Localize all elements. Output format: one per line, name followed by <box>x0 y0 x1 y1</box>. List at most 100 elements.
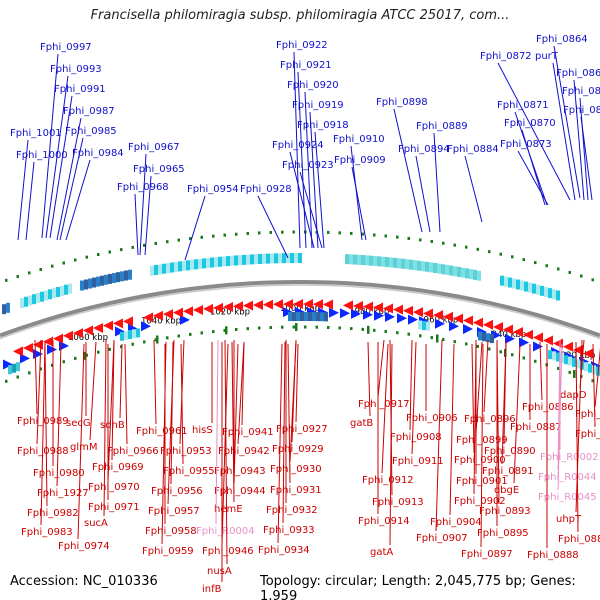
feature-block <box>486 333 490 343</box>
minor-tick <box>361 327 364 331</box>
minor-tick <box>568 270 571 274</box>
minor-tick <box>258 326 261 330</box>
feature-block <box>564 355 568 365</box>
minor-tick <box>62 261 65 265</box>
leader-line <box>575 341 579 533</box>
gene-label: secG <box>66 418 91 429</box>
gene-label: Fphi_0946 <box>202 546 254 557</box>
minor-tick <box>534 261 537 265</box>
reverse-gene-arrow <box>533 332 543 343</box>
leader-line <box>289 151 315 249</box>
reverse-gene-arrow <box>83 325 93 336</box>
leader-line <box>184 195 206 261</box>
reverse-gene-arrow <box>583 348 593 359</box>
minor-tick <box>476 247 479 251</box>
forward-gene-arrow <box>3 359 13 370</box>
gene-label: Fphi_0956 <box>151 486 203 497</box>
reverse-gene-arrow <box>73 328 83 339</box>
gene-label: hemE <box>214 504 243 515</box>
gene-label: Fphi_0860 <box>562 86 600 97</box>
gene-label: Fphi_0957 <box>148 506 200 517</box>
leader-line <box>557 341 561 471</box>
leader-line <box>295 343 299 423</box>
gene-label: Fphi_0942 <box>218 446 270 457</box>
feature-block <box>96 276 100 287</box>
minor-tick <box>292 325 295 329</box>
feature-block <box>290 253 294 264</box>
feature-block <box>120 331 124 341</box>
feature-block <box>282 253 286 264</box>
feature-block <box>100 275 104 286</box>
reverse-gene-arrow <box>183 306 193 317</box>
leader-line <box>287 343 291 484</box>
leader-line <box>77 343 85 540</box>
feature-block <box>222 256 226 267</box>
reverse-gene-arrow <box>373 302 383 313</box>
leader-line <box>282 341 286 524</box>
reverse-gene-arrow <box>573 345 583 356</box>
feature-block <box>182 260 186 271</box>
gene-label: Fphi_0980 <box>33 468 85 479</box>
feature-block <box>104 274 108 285</box>
gene-label: Fphi_0886 <box>522 402 574 413</box>
leader-line <box>49 95 73 239</box>
gene-label: Fphi_0897 <box>461 549 513 560</box>
feature-block <box>298 253 302 264</box>
minor-tick <box>338 326 341 330</box>
gene-label: Fphi_0907 <box>416 533 468 544</box>
minor-tick <box>419 334 422 338</box>
forward-gene-arrow <box>408 314 418 325</box>
reverse-gene-arrow <box>513 327 523 338</box>
leader-line <box>25 161 35 241</box>
leader-line <box>17 139 29 241</box>
feature-block <box>48 289 52 300</box>
leader-line <box>40 341 46 526</box>
gene-label: Fphi_0968 <box>117 182 169 193</box>
leader-line <box>41 53 59 239</box>
feature-block <box>469 269 473 280</box>
leader-line <box>557 343 563 491</box>
gene-label: Fphi_0900 <box>454 455 506 466</box>
minor-tick <box>131 245 134 249</box>
gene-label: dapD <box>560 390 587 401</box>
feature-block <box>6 302 10 313</box>
gene-label: Fphi_0961 <box>136 426 188 437</box>
minor-tick <box>200 235 203 239</box>
feature-block <box>300 312 304 321</box>
gene-label: Fphi_0873 <box>500 139 552 150</box>
minor-tick <box>212 330 215 334</box>
leader-line <box>111 341 115 461</box>
gene-label: purT <box>535 51 559 62</box>
leader-line <box>411 341 417 455</box>
leader-line <box>144 175 152 256</box>
minor-tick <box>568 370 571 374</box>
gene-label: sucA <box>84 518 108 529</box>
minor-tick <box>143 340 146 344</box>
feature-block <box>150 265 154 276</box>
gene-label: obgE <box>494 485 519 496</box>
leader-line <box>36 339 42 445</box>
minor-tick <box>580 274 583 278</box>
feature-block <box>56 286 60 297</box>
forward-gene-arrow <box>141 321 151 332</box>
forward-gene-arrow <box>385 311 395 322</box>
feature-block <box>429 262 433 273</box>
feature-block <box>465 268 469 279</box>
leader-line <box>299 171 323 249</box>
gene-label: Fphi_R0045 <box>538 492 597 503</box>
gene-label: Fphi_0861 <box>556 68 600 79</box>
gene-label: gatA <box>370 547 393 558</box>
leader-line <box>393 108 423 233</box>
reverse-gene-arrow <box>163 309 173 320</box>
reverse-gene-arrow <box>283 299 293 310</box>
minor-tick <box>16 275 19 279</box>
feature-block <box>40 291 44 302</box>
feature-block <box>166 263 170 274</box>
gene-label: Fphi_0919 <box>292 100 344 111</box>
feature-block <box>568 356 572 366</box>
scale-label: 1000 kbp <box>280 304 320 314</box>
minor-tick <box>557 366 560 370</box>
genome-backbone <box>0 279 600 338</box>
minor-tick <box>16 375 19 379</box>
leader-line <box>44 341 48 507</box>
